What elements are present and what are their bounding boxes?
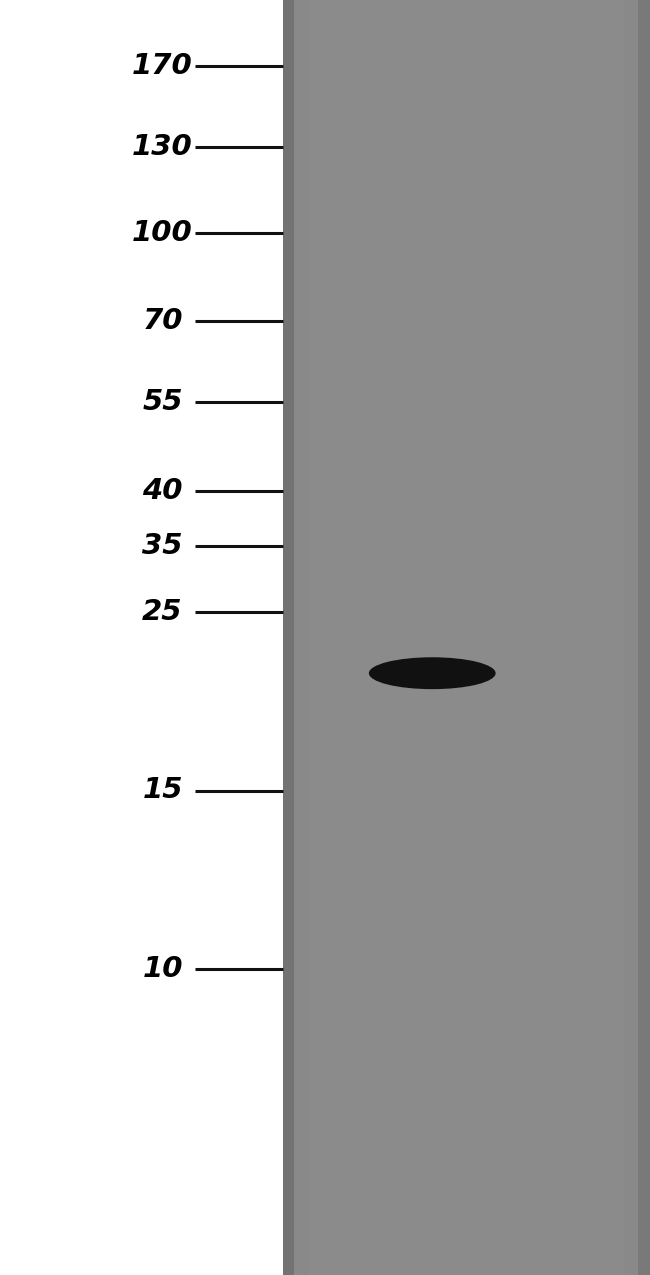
- Text: 25: 25: [142, 598, 183, 626]
- Text: 55: 55: [142, 388, 183, 416]
- Text: 10: 10: [142, 955, 183, 983]
- Bar: [638, 0, 650, 1275]
- Text: 130: 130: [132, 133, 193, 161]
- Bar: [309, 0, 624, 1275]
- Text: 15: 15: [142, 776, 183, 805]
- Ellipse shape: [369, 658, 495, 688]
- Text: 40: 40: [142, 477, 183, 505]
- Text: 35: 35: [142, 532, 183, 560]
- Text: 70: 70: [142, 307, 183, 335]
- Text: 170: 170: [132, 52, 193, 80]
- Bar: [283, 0, 294, 1275]
- Bar: [283, 0, 650, 1275]
- Text: 100: 100: [132, 219, 193, 247]
